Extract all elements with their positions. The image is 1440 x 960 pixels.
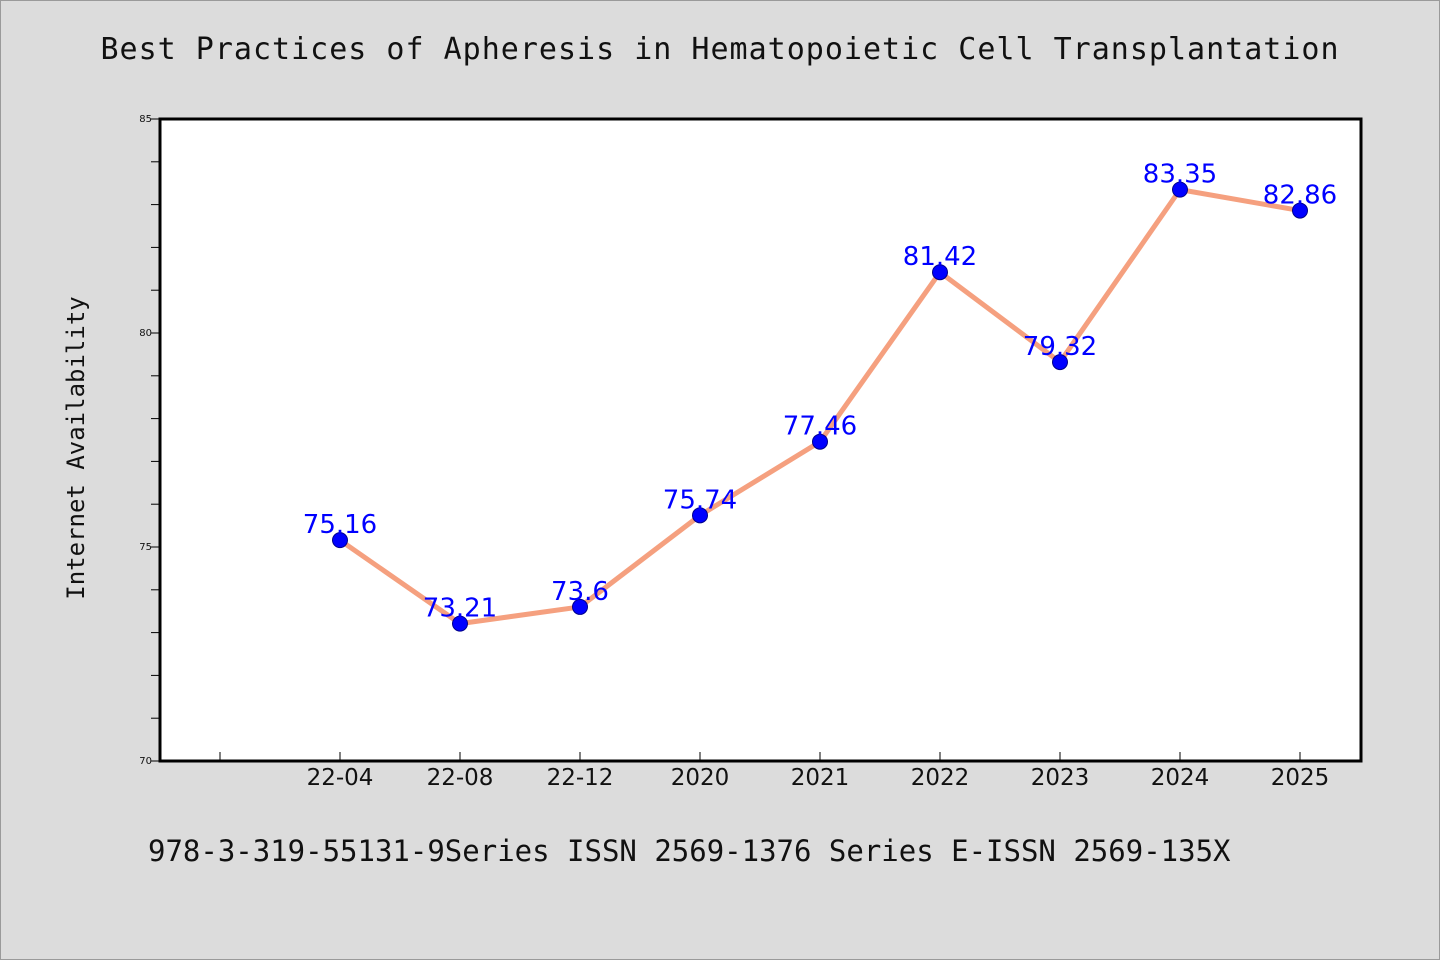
data-point (692, 507, 708, 524)
data-label: 79.32 (1023, 332, 1097, 362)
data-point (1292, 202, 1308, 219)
x-tick-label: 2023 (1031, 765, 1090, 791)
y-tick-label: 70 (139, 756, 152, 767)
data-point (452, 615, 468, 632)
data-label: 75.16 (303, 510, 377, 540)
x-tick-label: 2022 (911, 765, 970, 791)
data-point (572, 598, 588, 615)
y-tick-label: 75 (139, 542, 152, 553)
y-tick-label: 80 (139, 328, 152, 339)
plot-area (158, 117, 1363, 763)
footer-isbn-text: 978-3-319-55131-9Series ISSN 2569-1376 S… (148, 834, 1231, 868)
x-tick-label: 22-12 (547, 765, 614, 791)
x-tick-label: 2024 (1151, 765, 1210, 791)
y-tick-label: 85 (139, 114, 152, 125)
data-label: 81.42 (903, 242, 977, 272)
y-axis: 70 75 80 85 (139, 114, 160, 767)
data-point (1052, 354, 1068, 371)
x-tick-label: 2025 (1271, 765, 1330, 791)
x-tick-label: 22-08 (427, 765, 494, 791)
x-tick-label: 2021 (791, 765, 850, 791)
chart-title: Best Practices of Apheresis in Hematopoi… (100, 32, 1340, 67)
data-point (812, 433, 828, 450)
data-label: 77.46 (783, 412, 857, 442)
x-axis: 22-04 22-08 22-12 2020 2021 2022 2023 2024 2025 (219, 752, 1330, 791)
data-point (1172, 181, 1188, 198)
data-label: 83.35 (1143, 160, 1217, 190)
series-group (332, 181, 1308, 632)
data-label: 73.21 (423, 594, 497, 624)
data-labels: 75.16 73.21 73.6 75.74 77.46 81.42 79.32 83.35 8… (303, 160, 1337, 624)
data-point (332, 532, 348, 549)
data-point (932, 264, 948, 281)
data-label: 75.74 (663, 485, 737, 515)
data-label: 73.6 (551, 577, 609, 607)
x-tick-label: 2020 (671, 765, 730, 791)
x-tick-label: 22-04 (307, 765, 374, 791)
y-axis-label: Internet Availability (62, 296, 90, 599)
data-label: 82.86 (1263, 181, 1337, 211)
